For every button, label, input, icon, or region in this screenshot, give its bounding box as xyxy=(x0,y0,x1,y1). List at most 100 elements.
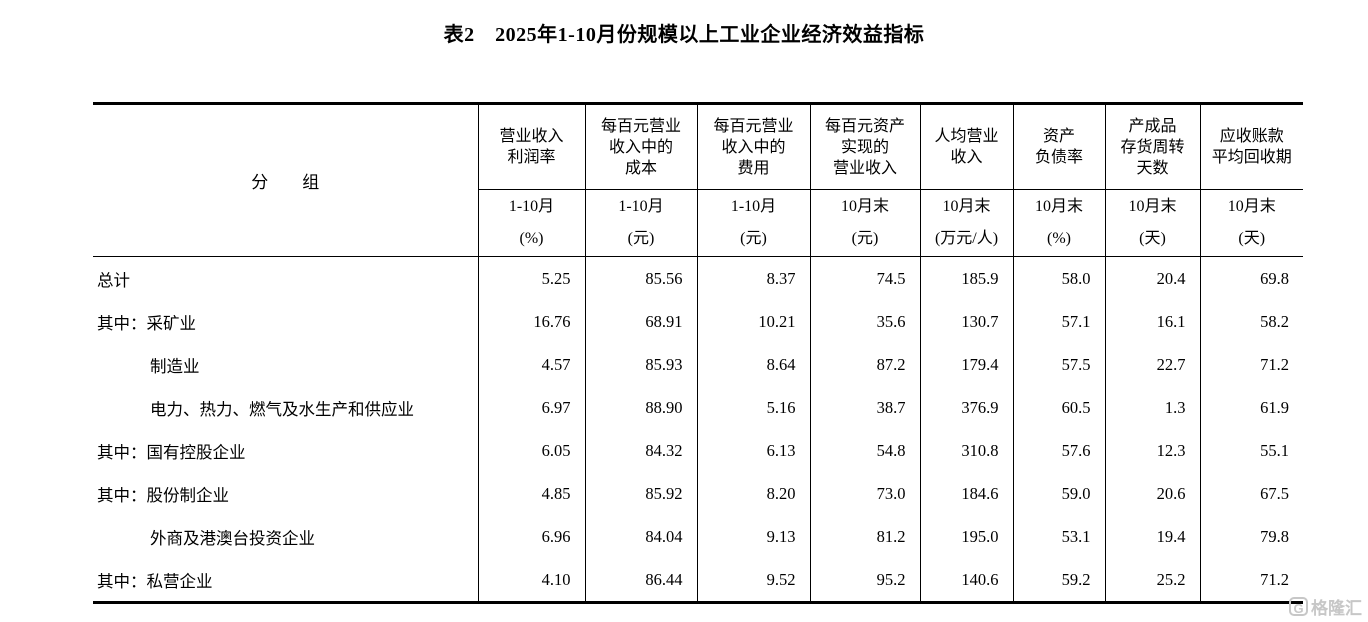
cell-value: 57.5 xyxy=(1012,343,1105,386)
cell-value: 57.1 xyxy=(1012,300,1105,343)
row-label: 外商及港澳台投资企业 xyxy=(150,528,315,548)
cell-value: 185.9 xyxy=(919,256,1013,300)
cell-value: 310.8 xyxy=(919,429,1013,472)
cell-value: 68.91 xyxy=(584,300,697,343)
cell-value: 67.5 xyxy=(1199,472,1303,515)
column-period: 1-10月 xyxy=(730,198,777,215)
cell-value: 71.2 xyxy=(1199,558,1303,603)
cell-value: 95.2 xyxy=(809,558,920,603)
column-unit: (%) xyxy=(519,230,544,247)
column-subheader: 1-10月 (元) xyxy=(696,189,810,257)
table-row: 其中：股份制企业 4.85 85.92 8.20 73.0 184.6 59.0 20.6 67… xyxy=(93,472,1303,515)
column-header: 资产 负债率 xyxy=(1012,103,1105,190)
cell-value: 16.76 xyxy=(477,300,585,343)
table-row: 其中：采矿业 16.76 68.91 10.21 35.6 130.7 57.1 16.1 58… xyxy=(93,300,1303,343)
cell-value: 5.25 xyxy=(477,256,585,300)
cell-value: 179.4 xyxy=(919,343,1013,386)
column-header: 产成品 存货周转 天数 xyxy=(1104,103,1200,190)
table-row: 制造业 4.57 85.93 8.64 87.2 179.4 57.5 22.7 71.2 xyxy=(93,343,1303,386)
header-row-periods: 1-10月 (%) 1-10月 (元) 1-10月 (元) 10月末 (元) 10月末 (万元/人… xyxy=(93,189,1303,257)
row-label: 其中：采矿业 xyxy=(97,313,196,333)
cell-value: 54.8 xyxy=(809,429,920,472)
cell-value: 22.7 xyxy=(1104,343,1200,386)
column-subheader: 10月末 (天) xyxy=(1104,189,1200,257)
row-label: 电力、热力、燃气及水生产和供应业 xyxy=(150,399,414,419)
cell-value: 195.0 xyxy=(919,515,1013,558)
column-unit: (元) xyxy=(740,230,767,247)
cell-value: 4.85 xyxy=(477,472,585,515)
cell-value: 85.93 xyxy=(584,343,697,386)
cell-value: 6.05 xyxy=(477,429,585,472)
economic-indicators-table: 分 组 营业收入 利润率 每百元营业 收入中的 成本 每百元营业 收入中的 费用 每百… xyxy=(93,102,1303,604)
cell-value: 58.2 xyxy=(1199,300,1303,343)
cell-value: 60.5 xyxy=(1012,386,1105,429)
cell-value: 84.32 xyxy=(584,429,697,472)
cell-value: 85.92 xyxy=(584,472,697,515)
table-body: 总计 5.25 85.56 8.37 74.5 185.9 58.0 20.4 69.8 其中：采… xyxy=(93,256,1303,603)
column-unit: (%) xyxy=(1047,230,1071,247)
cell-value: 8.64 xyxy=(696,343,810,386)
cell-value: 8.20 xyxy=(696,472,810,515)
cell-value: 61.9 xyxy=(1199,386,1303,429)
column-subheader: 10月末 (万元/人) xyxy=(919,189,1013,257)
column-subheader: 10月末 (元) xyxy=(809,189,920,257)
column-header: 人均营业 收入 xyxy=(919,103,1013,190)
column-period: 1-10月 xyxy=(618,198,664,215)
column-header: 每百元资产 实现的 营业收入 xyxy=(809,103,920,190)
column-period: 10月末 xyxy=(1034,198,1083,215)
column-subheader: 1-10月 (%) xyxy=(477,189,585,257)
cell-value: 57.6 xyxy=(1012,429,1105,472)
cell-value: 81.2 xyxy=(809,515,920,558)
column-unit: (天) xyxy=(1238,230,1266,247)
table-row: 其中：国有控股企业 6.05 84.32 6.13 54.8 310.8 57.6 12.3 5… xyxy=(93,429,1303,472)
cell-value: 6.96 xyxy=(477,515,585,558)
column-subheader: 10月末 (天) xyxy=(1199,189,1303,257)
cell-value: 73.0 xyxy=(809,472,920,515)
table-row: 电力、热力、燃气及水生产和供应业 6.97 88.90 5.16 38.7 376.9 60… xyxy=(93,386,1303,429)
watermark-text: 格隆汇 xyxy=(1311,599,1362,618)
table-title: 表2 2025年1-10月份规模以上工业企业经济效益指标 xyxy=(443,24,925,46)
cell-value: 10.21 xyxy=(696,300,810,343)
cell-value: 79.8 xyxy=(1199,515,1303,558)
column-header: 每百元营业 收入中的 成本 xyxy=(584,103,697,190)
cell-value: 53.1 xyxy=(1012,515,1105,558)
column-subheader: 10月末 (%) xyxy=(1012,189,1105,257)
row-label: 总计 xyxy=(97,270,130,290)
cell-value: 59.0 xyxy=(1012,472,1105,515)
column-unit: (万元/人) xyxy=(934,230,999,247)
column-unit: (元) xyxy=(851,230,879,247)
cell-value: 20.6 xyxy=(1104,472,1200,515)
gelonghui-watermark: G 格隆汇 xyxy=(1289,594,1362,619)
column-period: 10月末 xyxy=(840,198,889,215)
cell-value: 6.13 xyxy=(696,429,810,472)
column-period: 10月末 xyxy=(942,198,991,215)
cell-value: 12.3 xyxy=(1104,429,1200,472)
cell-value: 20.4 xyxy=(1104,256,1200,300)
cell-value: 84.04 xyxy=(584,515,697,558)
cell-value: 4.57 xyxy=(477,343,585,386)
cell-value: 25.2 xyxy=(1104,558,1200,603)
cell-value: 16.1 xyxy=(1104,300,1200,343)
column-unit: (元) xyxy=(627,230,655,247)
cell-value: 1.3 xyxy=(1104,386,1200,429)
header-row-titles: 分 组 营业收入 利润率 每百元营业 收入中的 成本 每百元营业 收入中的 费用 每百… xyxy=(93,103,1303,257)
column-header: 营业收入 利润率 xyxy=(477,103,585,190)
group-column-header: 分 组 xyxy=(93,103,478,257)
cell-value: 71.2 xyxy=(1199,343,1303,386)
table-row: 外商及港澳台投资企业 6.96 84.04 9.13 81.2 195.0 53.1 19.4… xyxy=(93,515,1303,558)
column-period: 1-10月 xyxy=(508,198,555,215)
cell-value: 5.16 xyxy=(696,386,810,429)
cell-value: 88.90 xyxy=(584,386,697,429)
row-label: 其中：股份制企业 xyxy=(97,485,229,505)
cell-value: 55.1 xyxy=(1199,429,1303,472)
cell-value: 19.4 xyxy=(1104,515,1200,558)
cell-value: 140.6 xyxy=(919,558,1013,603)
table-row: 其中：私营企业 4.10 86.44 9.52 95.2 140.6 59.2 25.2 71.… xyxy=(93,558,1303,603)
cell-value: 74.5 xyxy=(809,256,920,300)
row-label: 制造业 xyxy=(150,356,200,376)
cell-value: 4.10 xyxy=(477,558,585,603)
column-subheader: 1-10月 (元) xyxy=(584,189,697,257)
table-header: 分 组 营业收入 利润率 每百元营业 收入中的 成本 每百元营业 收入中的 费用 每百… xyxy=(93,103,1303,257)
column-header: 每百元营业 收入中的 费用 xyxy=(696,103,810,190)
